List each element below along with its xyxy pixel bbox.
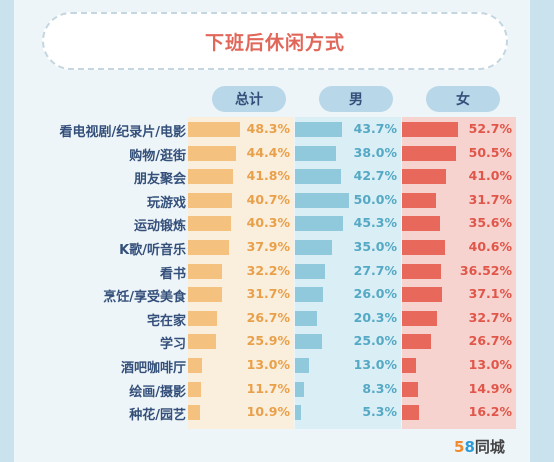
male-bar xyxy=(295,381,304,397)
female-bar xyxy=(402,240,446,255)
total-bar xyxy=(188,381,201,397)
female-value-label: 14.9% xyxy=(468,380,512,396)
total-bar xyxy=(188,122,240,137)
female-value-label: 31.7% xyxy=(468,191,512,207)
chart-title: 下班后休闲方式 xyxy=(204,31,345,54)
category-label: 绘画/摄影 xyxy=(129,384,186,400)
total-value-label: 40.3% xyxy=(246,215,290,231)
male-bar xyxy=(295,405,301,421)
male-value-label: 27.7% xyxy=(353,262,397,278)
male-bar xyxy=(295,216,344,232)
female-value-label: 36.52% xyxy=(459,262,512,278)
female-bar xyxy=(402,169,446,185)
male-bar xyxy=(295,122,342,137)
total-bar xyxy=(188,192,232,208)
female-value-label: 26.7% xyxy=(468,333,512,349)
male-value-label: 43.7% xyxy=(353,121,397,136)
female-bar xyxy=(402,334,431,350)
total-bar xyxy=(188,169,233,185)
total-value-label: 32.2% xyxy=(246,262,290,278)
total-value-label: 41.8% xyxy=(246,168,290,184)
male-value-label: 38.0% xyxy=(353,144,397,160)
category-label: 购物/逛街 xyxy=(129,148,186,164)
female-bar xyxy=(402,381,418,397)
total-value-label: 11.7% xyxy=(246,380,290,396)
female-value-label: 40.6% xyxy=(468,239,512,254)
category-label: 玩游戏 xyxy=(146,195,186,211)
total-bar xyxy=(188,263,223,279)
total-value-label: 26.7% xyxy=(246,309,290,325)
female-value-label: 41.0% xyxy=(468,168,512,184)
male-value-label: 13.0% xyxy=(353,357,397,372)
male-value-label: 8.3% xyxy=(362,380,397,396)
male-value-label: 26.0% xyxy=(353,286,397,302)
female-bar xyxy=(402,405,420,421)
male-bar xyxy=(295,169,341,185)
category-label: 种花/园艺 xyxy=(129,408,186,424)
total-bar xyxy=(188,240,229,255)
female-bar xyxy=(402,287,442,303)
total-bar xyxy=(188,287,222,303)
category-label: 运动锻炼 xyxy=(133,219,186,235)
female-bar xyxy=(402,263,442,279)
male-bar xyxy=(295,287,323,303)
total-value-label: 31.7% xyxy=(246,286,290,302)
male-bar xyxy=(295,263,325,279)
female-bar xyxy=(402,216,441,232)
category-label: 酒吧咖啡厅 xyxy=(120,361,186,376)
total-value-label: 40.7% xyxy=(246,191,290,207)
header-female: 女 xyxy=(426,86,500,112)
female-bar xyxy=(402,145,457,161)
male-bar xyxy=(295,192,349,208)
male-bar xyxy=(295,310,317,326)
female-value-label: 32.7% xyxy=(468,309,512,325)
male-bar xyxy=(295,240,333,255)
female-bar xyxy=(402,122,459,137)
female-bar xyxy=(402,192,436,208)
total-bar xyxy=(188,334,216,350)
total-bar xyxy=(188,405,200,421)
female-bar xyxy=(402,358,416,373)
male-bar xyxy=(295,358,309,373)
female-value-label: 13.0% xyxy=(468,357,512,372)
male-value-label: 20.3% xyxy=(353,309,397,325)
total-bar xyxy=(188,358,202,373)
female-value-label: 16.2% xyxy=(468,404,512,420)
female-value-label: 50.5% xyxy=(468,144,512,160)
total-bar xyxy=(188,216,232,232)
category-label: 烹饪/享受美食 xyxy=(103,290,186,306)
total-value-label: 10.9% xyxy=(246,404,290,420)
total-value-label: 37.9% xyxy=(246,239,290,254)
male-bar xyxy=(295,334,322,350)
female-bar xyxy=(402,310,437,326)
male-value-label: 45.3% xyxy=(353,215,397,231)
header-total: 总计 xyxy=(212,86,286,112)
category-label: K歌/听音乐 xyxy=(119,243,186,258)
category-label: 看书 xyxy=(159,266,186,282)
male-value-label: 5.3% xyxy=(362,404,397,420)
female-value-label: 37.1% xyxy=(468,286,512,302)
male-value-label: 50.0% xyxy=(353,191,397,207)
total-value-label: 48.3% xyxy=(246,121,290,136)
category-label: 看电视剧/纪录片/电影 xyxy=(59,125,187,140)
category-label: 学习 xyxy=(159,337,186,353)
male-value-label: 35.0% xyxy=(353,239,397,254)
total-value-label: 44.4% xyxy=(246,144,290,160)
total-bar xyxy=(188,310,217,326)
total-value-label: 25.9% xyxy=(246,333,290,349)
header-male: 男 xyxy=(319,86,393,112)
category-label: 宅在家 xyxy=(146,313,186,329)
female-value-label: 52.7% xyxy=(468,121,512,136)
logo-58tongcheng: 58同城 xyxy=(454,438,505,456)
total-value-label: 13.0% xyxy=(246,357,290,372)
male-value-label: 42.7% xyxy=(353,168,397,184)
total-bar xyxy=(188,145,236,161)
male-value-label: 25.0% xyxy=(353,333,397,349)
female-value-label: 35.6% xyxy=(468,215,512,231)
category-label: 朋友聚会 xyxy=(133,172,186,188)
title-box: 下班后休闲方式 xyxy=(42,12,508,70)
male-bar xyxy=(295,145,336,161)
